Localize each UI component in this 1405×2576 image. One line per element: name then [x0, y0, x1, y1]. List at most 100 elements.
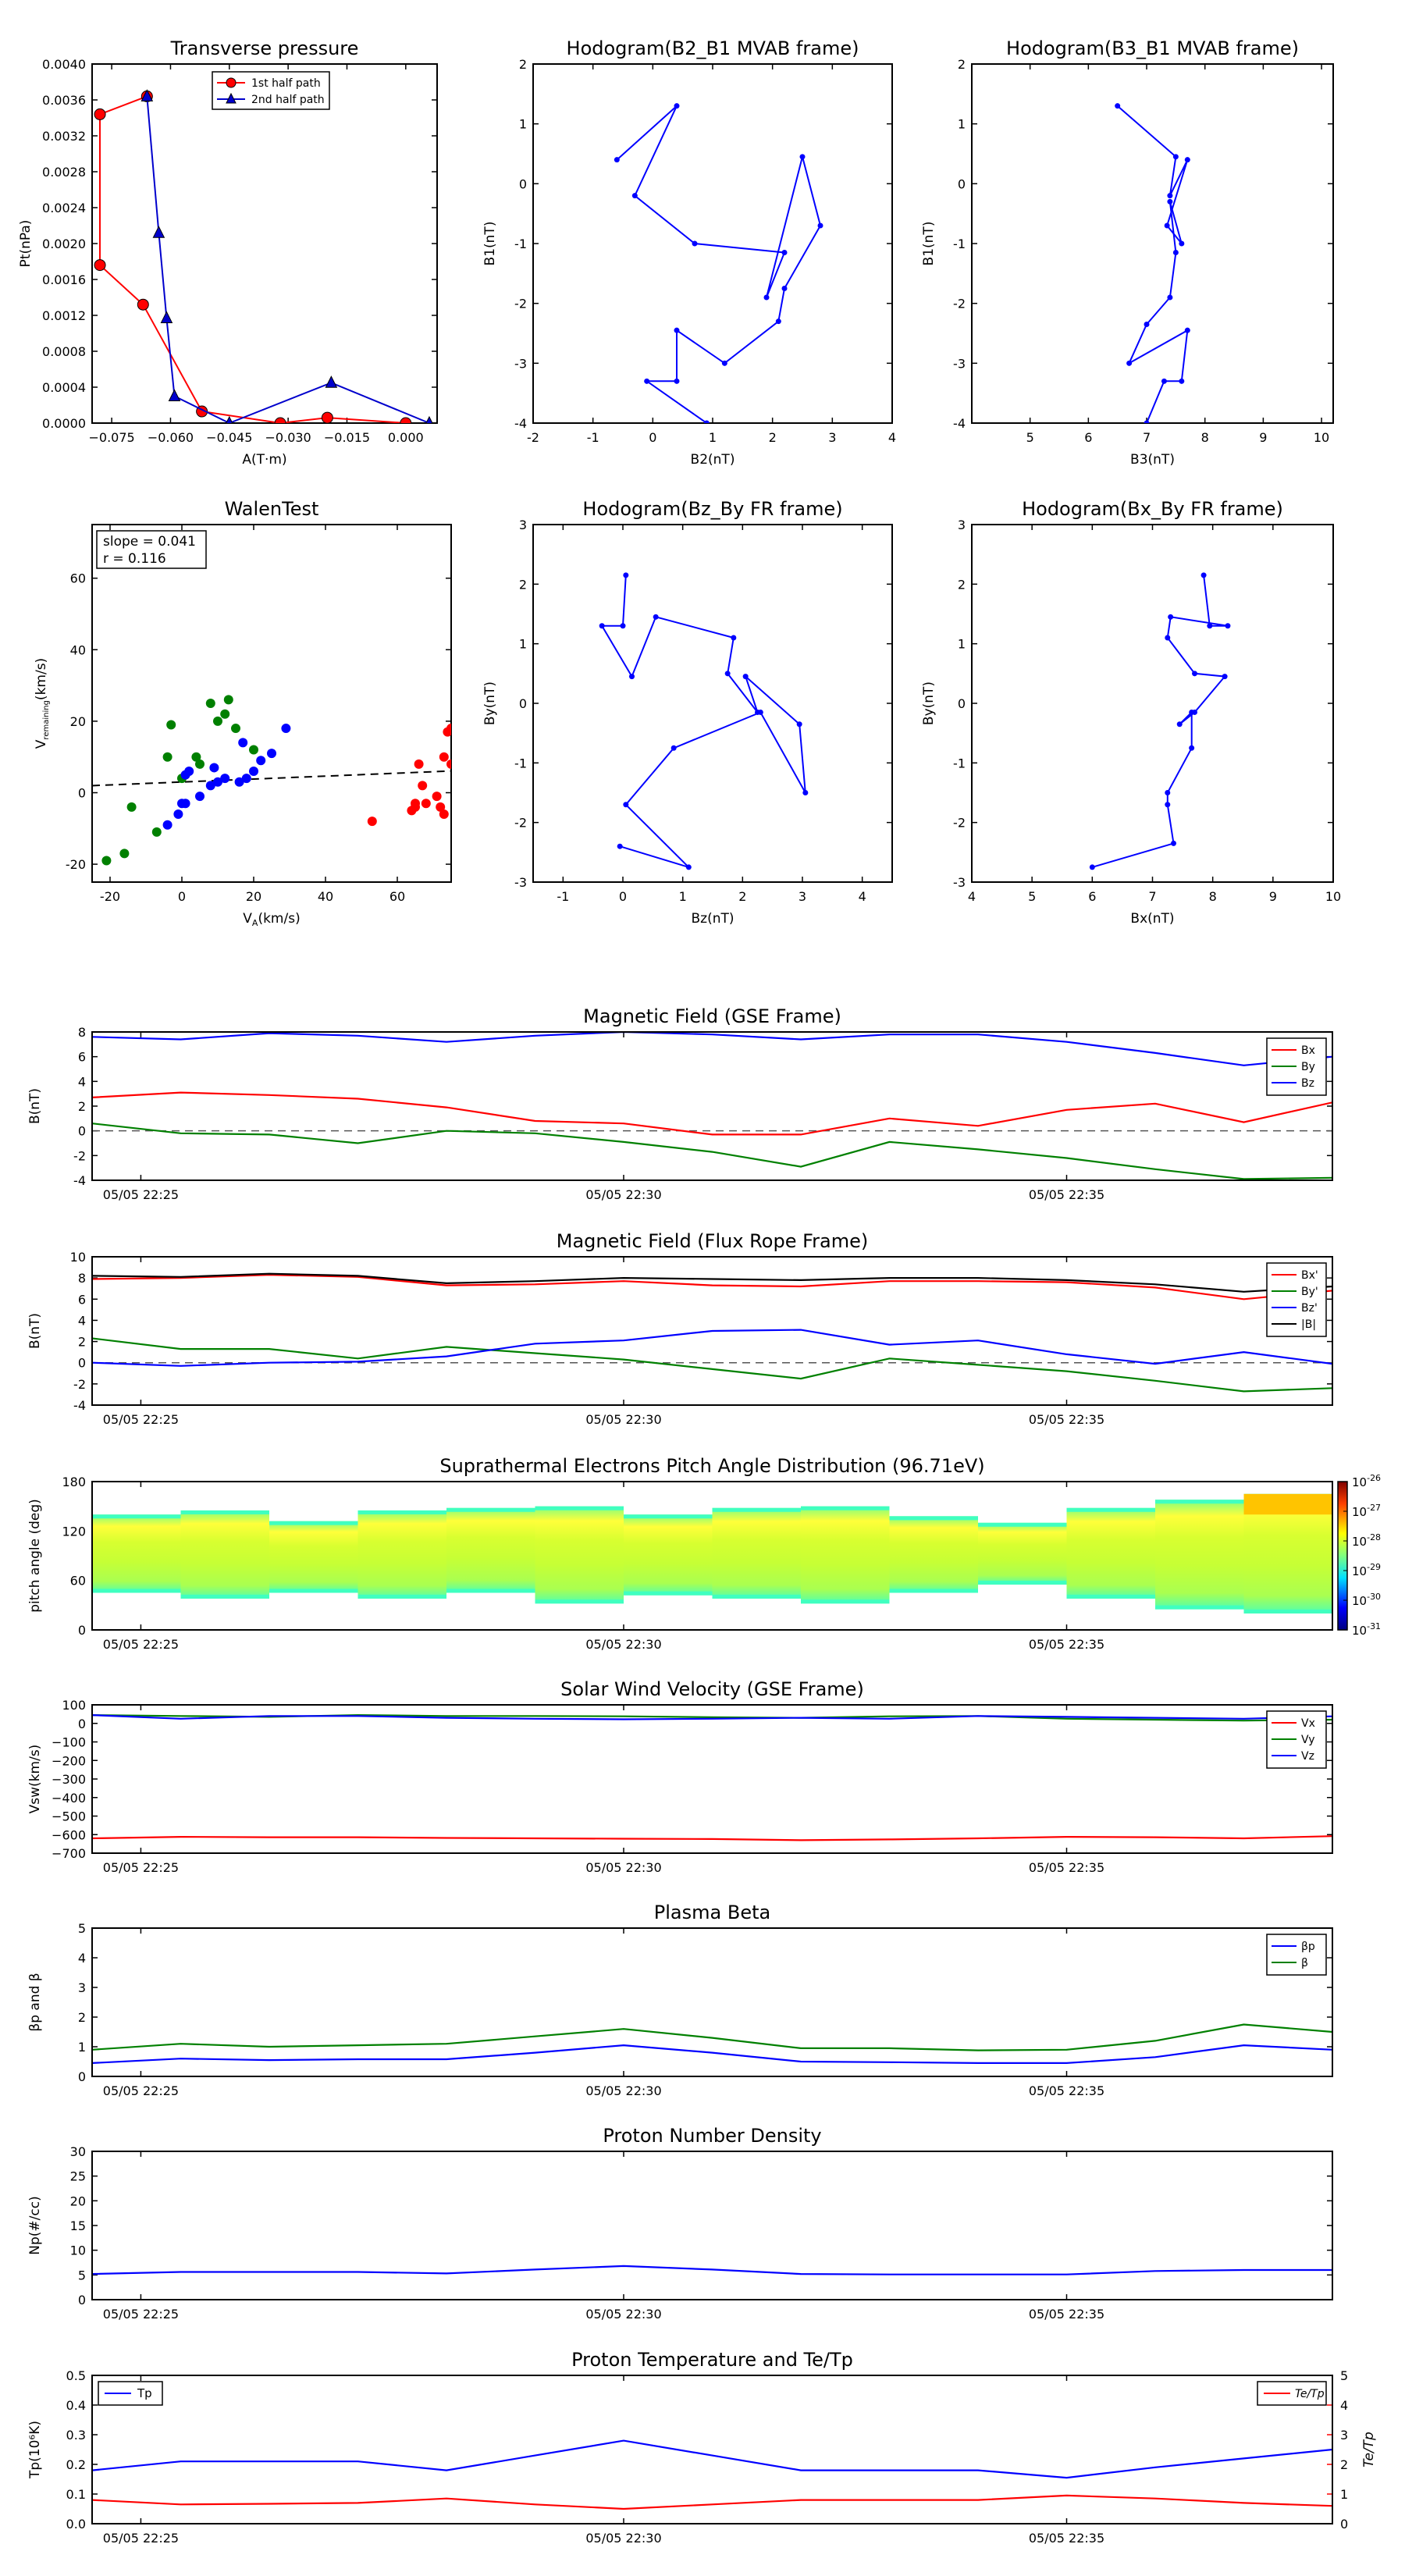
y-tick-label: -2 [953, 297, 966, 311]
plot-area [92, 1713, 1332, 1841]
y-axis-label: Vremaining(km/s) [34, 658, 51, 749]
y-tick-label: -2 [514, 816, 527, 831]
y-tick-label: 2 [78, 1335, 86, 1350]
data-point [799, 154, 806, 160]
plot-frame [971, 524, 1334, 883]
plot-area [92, 2023, 1332, 2064]
legend-label: β [1301, 1957, 1308, 1969]
data-point [1225, 623, 1231, 629]
y-tick-label: 100 [62, 1698, 86, 1713]
x-tick-label: 4 [888, 430, 896, 445]
x-tick-label: 1 [709, 430, 717, 445]
heatmap-cell [624, 1514, 713, 1519]
y-tick-label: 25 [70, 2169, 86, 2184]
data-point [1167, 294, 1173, 301]
y-axis-label: Tp(10⁶K) [27, 2421, 43, 2479]
data-point [1167, 198, 1173, 205]
heatmap-cell [92, 1514, 181, 1593]
colorbar-label: 10-31 [1352, 1621, 1381, 1638]
data-point [802, 790, 809, 795]
plot-frame [91, 1481, 1333, 1631]
plot-area [1089, 572, 1231, 870]
y-tick-label: −400 [52, 1791, 86, 1806]
x-tick-label: 05/05 22:25 [103, 1412, 179, 1427]
x-tick-label: 05/05 22:30 [585, 1637, 661, 1652]
data-point [184, 767, 194, 777]
heatmap-cell [446, 1589, 535, 1593]
data-point [446, 759, 451, 769]
magnetic-field-fr-plot: 05/05 22:25 05/05 22:30 05/05 22:35 -4 -2 0 2 4… [27, 1230, 1333, 1427]
plot-frame [91, 2375, 1333, 2524]
series-line [92, 2439, 1332, 2479]
data-point [94, 108, 106, 120]
data-point [1176, 721, 1183, 728]
heatmap-cell [180, 1510, 269, 1514]
plot-title: Hodogram(B2_B1 MVAB frame) [567, 37, 859, 59]
y-right-tick-label: 2 [1340, 2457, 1348, 2472]
plot-frame [91, 524, 452, 883]
x-tick-label: 4 [968, 889, 976, 904]
x-tick-label: 05/05 22:35 [1029, 1187, 1104, 1202]
x-tick-label: 4 [859, 889, 866, 904]
y-tick-label: -2 [73, 1148, 86, 1163]
heatmap-cell [180, 1594, 269, 1599]
x-tick-label: 05/05 22:30 [585, 2531, 661, 2546]
colorbar-label: 10-26 [1352, 1473, 1381, 1489]
y-tick-label: -2 [73, 1377, 86, 1392]
y-tick-label: 0 [78, 1124, 86, 1139]
data-point [674, 103, 680, 109]
data-point [1168, 614, 1174, 620]
data-point [1165, 790, 1171, 795]
data-point [1200, 572, 1207, 578]
plot-title: Plasma Beta [654, 1902, 770, 1923]
data-point [220, 709, 230, 719]
plot-title: Magnetic Field (GSE Frame) [583, 1005, 841, 1027]
y-tick-label: 2 [78, 1099, 86, 1114]
y-tick-label: -3 [514, 875, 527, 890]
plot-area [1115, 103, 1190, 423]
data-point [256, 756, 266, 766]
plot-frame [971, 63, 1334, 424]
plot-frame [532, 524, 893, 883]
data-point [101, 856, 112, 866]
x-tick-label: 8 [1201, 430, 1209, 445]
y-tick-label: -4 [73, 1398, 86, 1413]
data-point [436, 802, 446, 812]
data-point [1179, 378, 1185, 384]
x-axis-label: Bz(nT) [691, 911, 734, 927]
heatmap-cell [1066, 1507, 1155, 1599]
data-point [238, 738, 248, 748]
data-point [1179, 240, 1185, 247]
x-tick-label: 05/05 22:30 [585, 2083, 661, 2098]
data-point [775, 318, 781, 325]
annotation-slope: slope = 0.041 [103, 534, 196, 550]
y-tick-label: 0.0028 [42, 165, 86, 180]
plot-title: Proton Number Density [603, 2125, 821, 2147]
y-right-tick-label: 3 [1340, 2428, 1348, 2443]
data-point [151, 827, 162, 837]
y-tick-label: −600 [52, 1827, 86, 1842]
y-axis-label: pitch angle (deg) [27, 1499, 43, 1613]
hodogram-b2-b1-plot: -2 -1 0 1 2 3 4 -4 -3 -2 -1 0 1 2 Hodogram(B2_B1 MVAB … [482, 37, 896, 468]
data-point [205, 699, 215, 708]
x-tick-label: 05/05 22:25 [103, 2307, 179, 2322]
legend-label: Vx [1301, 1717, 1315, 1730]
y-tick-label: 4 [78, 1074, 86, 1089]
heatmap-cell [978, 1522, 1067, 1527]
data-point [425, 415, 433, 423]
x-tick-label: 40 [318, 889, 333, 904]
heatmap-cell [712, 1507, 801, 1599]
plot-title: Hodogram(Bz_By FR frame) [582, 498, 842, 520]
legend-label: Te/Tp [1295, 2388, 1325, 2400]
x-tick-label: 05/05 22:30 [585, 1187, 661, 1202]
data-point [1167, 193, 1173, 199]
data-point [644, 378, 650, 384]
data-point [137, 298, 149, 311]
y-tick-label: 3 [958, 518, 966, 532]
series-line [92, 2044, 1332, 2064]
y-tick-label: -4 [73, 1173, 86, 1188]
x-tick-label: −0.045 [206, 430, 252, 445]
y-tick-label: 10 [70, 1250, 86, 1265]
legend-label: |B| [1301, 1318, 1316, 1331]
